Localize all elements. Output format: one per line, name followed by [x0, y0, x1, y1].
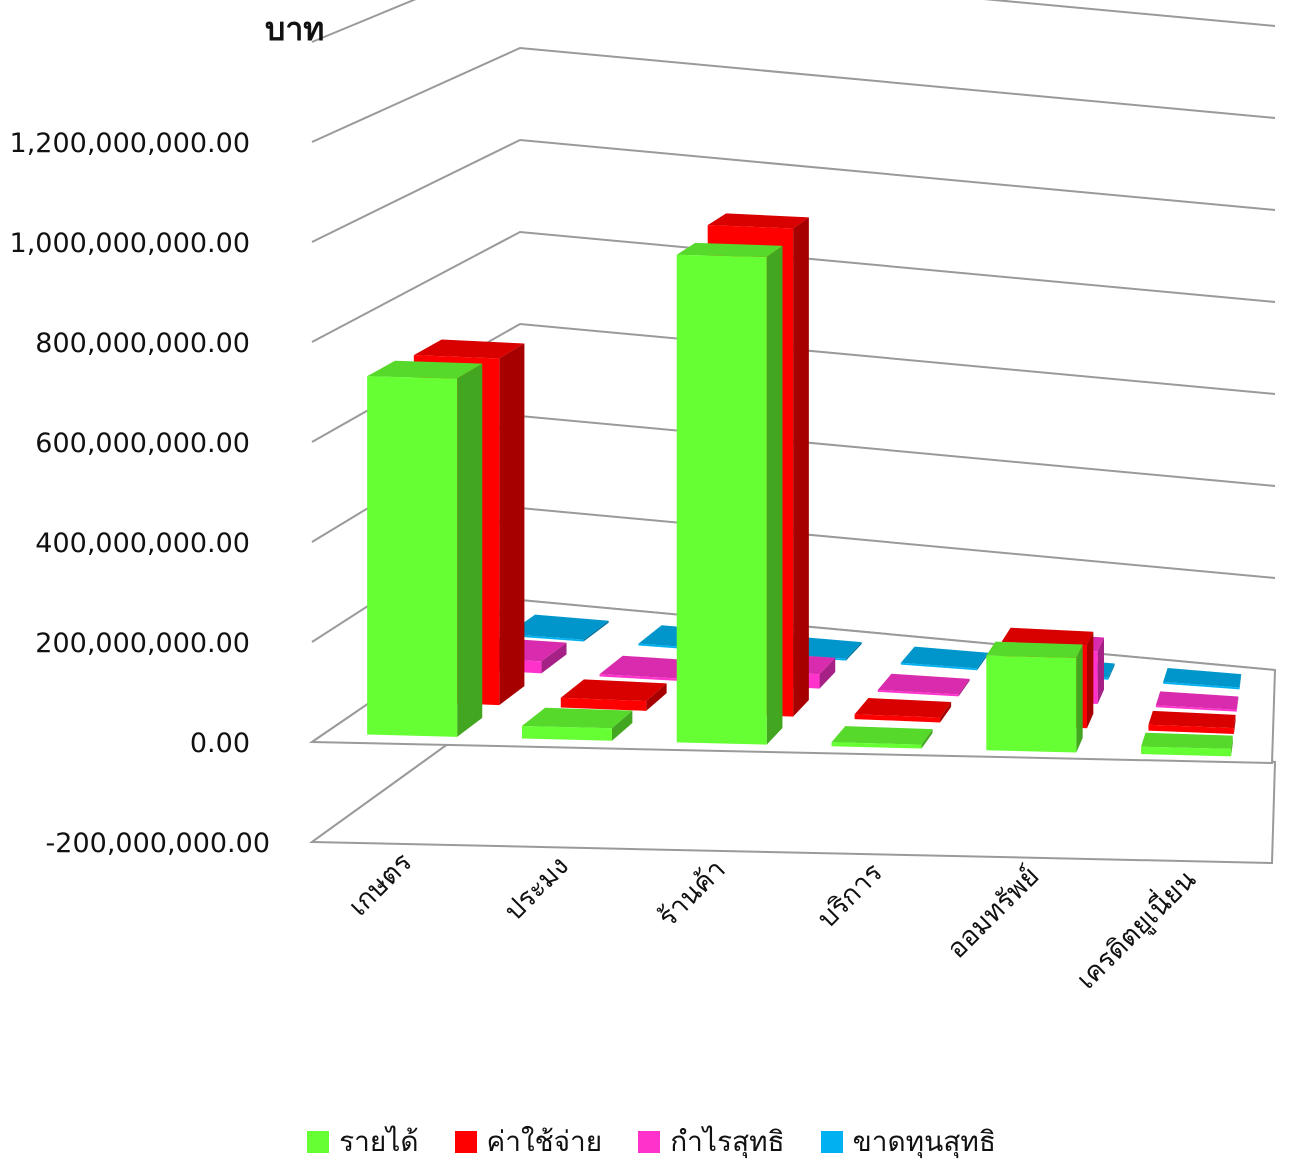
bar-0-5	[1141, 732, 1233, 757]
bar-3-3	[900, 646, 989, 671]
bar-2-5	[1155, 691, 1239, 712]
y-tick-label: -200,000,000.00	[46, 828, 270, 859]
legend-label: กำไรสุทธิ	[670, 1125, 785, 1158]
bar-0-1	[521, 707, 633, 741]
y-tick-label: 400,000,000.00	[35, 528, 250, 559]
category-label: บริการ	[812, 857, 889, 934]
category-label: เครดิตยูเนี่ยน	[1068, 861, 1202, 995]
category-label: เกษตร	[343, 847, 418, 922]
legend: รายได้ ค่าใช้จ่าย กำไรสุทธิ ขาดทุนสุทธิ	[0, 1120, 1303, 1164]
bars	[367, 213, 1242, 757]
bar-2-3	[877, 673, 970, 697]
legend-label: ค่าใช้จ่าย	[486, 1125, 603, 1158]
legend-swatch	[307, 1131, 330, 1153]
gridline	[311, 230, 1276, 343]
y-tick-label: 1,200,000,000.00	[10, 128, 250, 159]
legend-item: ค่าใช้จ่าย	[454, 1120, 603, 1164]
category-label: ออมทรัพย์	[941, 860, 1046, 965]
y-tick-label: 800,000,000.00	[35, 328, 250, 359]
legend-item: รายได้	[307, 1120, 419, 1164]
legend-label: ขาดทุนสุทธิ	[852, 1125, 996, 1158]
gridline	[311, 46, 1276, 143]
bar-0-3	[831, 726, 933, 749]
bar-1-5	[1148, 710, 1236, 735]
legend-swatch	[820, 1131, 843, 1153]
y-axis-unit-label: บาท	[265, 10, 324, 48]
category-label: ประมง	[498, 850, 574, 926]
legend-item: ขาดทุนสุทธิ	[820, 1120, 996, 1164]
y-tick-label: 0.00	[190, 728, 250, 759]
legend-label: รายได้	[339, 1125, 419, 1158]
bar-1-3	[854, 698, 952, 723]
bar-1-1	[560, 679, 667, 711]
gridline	[311, 138, 1276, 243]
gridline	[311, 0, 1276, 43]
legend-swatch	[454, 1131, 477, 1153]
legend-item: กำไรสุทธิ	[638, 1120, 785, 1164]
bar-0-0	[367, 360, 483, 737]
bar-0-2	[676, 242, 783, 745]
legend-swatch	[638, 1131, 661, 1153]
category-labels: เกษตร ประมง ร้านค้า บริการ ออมทรัพย์ เครดิตยู…	[343, 847, 1202, 995]
bar-0-4	[986, 641, 1083, 753]
category-label: ร้านค้า	[652, 854, 731, 933]
bar-3-5	[1163, 667, 1242, 690]
y-tick-label: 600,000,000.00	[35, 428, 250, 459]
y-tick-label: 200,000,000.00	[35, 628, 250, 659]
y-tick-label: 1,000,000,000.00	[10, 228, 250, 259]
y-axis-ticks: 1,200,000,000.00 1,000,000,000.00 800,000,…	[10, 128, 270, 859]
bar-3-0	[507, 614, 609, 642]
